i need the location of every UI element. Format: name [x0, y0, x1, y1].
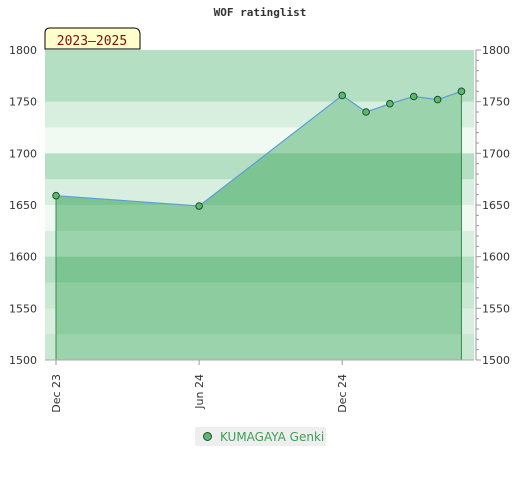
y-tick-label-right: 1750 — [482, 96, 510, 109]
area-band — [56, 308, 462, 335]
y-axis-right: 1500 1550 1600 1650 1700 1750 1800 — [475, 44, 510, 367]
y-tick-label-right: 1600 — [482, 251, 510, 264]
data-point — [338, 91, 347, 100]
area-band — [56, 230, 462, 258]
y-axis-left: 1500 1550 1600 1650 1700 1750 1800 — [9, 44, 37, 367]
legend[interactable]: KUMAGAYA Genki — [195, 427, 326, 446]
data-point — [433, 95, 442, 104]
area-band — [56, 205, 462, 232]
legend-label: KUMAGAYA Genki — [220, 429, 325, 444]
x-tick-label: Jun 24 — [193, 374, 206, 410]
data-point — [409, 92, 418, 101]
data-point — [195, 202, 203, 210]
legend-marker-icon — [203, 432, 212, 441]
area-band — [56, 282, 462, 309]
data-point — [52, 191, 60, 200]
y-tick-label-right: 1500 — [482, 354, 510, 367]
x-tick-label: Dec 24 — [336, 374, 349, 413]
area-band — [56, 256, 462, 283]
y-tick-label-left: 1500 — [9, 354, 37, 367]
data-point — [362, 108, 370, 116]
y-tick-label-left: 1800 — [9, 44, 37, 57]
area-band — [56, 334, 462, 361]
data-points — [52, 87, 466, 210]
background-band — [45, 75, 474, 103]
y-tick-label-left: 1600 — [9, 251, 37, 264]
chart-title: WOF ratinglist — [213, 6, 307, 19]
period-badge: 2023–2025 — [44, 27, 141, 50]
y-tick-label-right: 1800 — [482, 44, 510, 57]
background-band — [45, 50, 474, 77]
data-point — [457, 87, 466, 96]
y-tick-label-right: 1550 — [482, 302, 510, 315]
y-tick-label-left: 1750 — [9, 96, 37, 109]
data-point — [386, 99, 394, 108]
y-tick-label-left: 1700 — [9, 147, 37, 160]
y-tick-label-left: 1650 — [9, 199, 37, 212]
x-axis-ticks: Dec 23 Jun 24 Dec 24 — [50, 360, 349, 413]
y-tick-label-left: 1550 — [9, 302, 37, 315]
series-line — [55, 90, 462, 207]
y-tick-label-right: 1650 — [482, 199, 510, 212]
x-tick-label: Dec 23 — [50, 374, 63, 413]
period-badge-label: 2023–2025 — [57, 34, 127, 49]
y-tick-label-right: 1700 — [482, 147, 510, 160]
